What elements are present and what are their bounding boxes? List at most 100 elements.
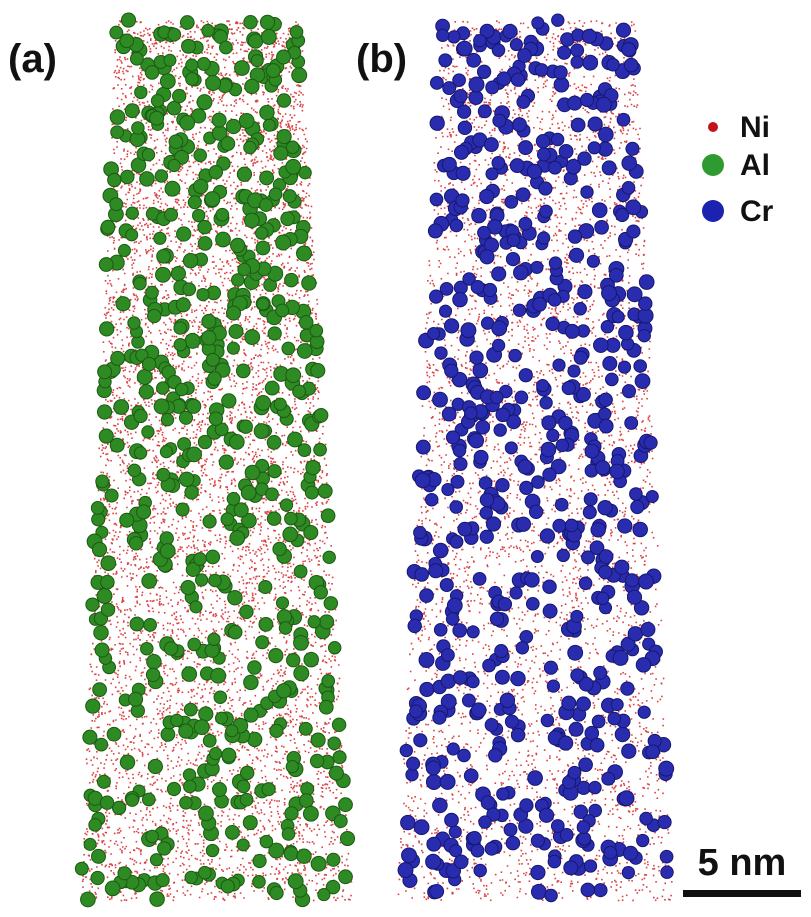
solute-atom	[442, 81, 457, 96]
solute-atom	[145, 667, 161, 683]
solute-atom	[287, 873, 304, 890]
solute-atom	[190, 108, 207, 124]
solute-atom	[135, 348, 149, 362]
solute-atom	[185, 58, 199, 72]
solute-atom	[447, 30, 461, 44]
solute-atom	[252, 853, 267, 869]
solute-atom	[180, 579, 196, 596]
solute-atom	[193, 178, 209, 195]
solute-atom	[282, 189, 297, 204]
panel-b-atoms	[397, 13, 675, 903]
solute-atom	[598, 407, 612, 421]
solute-atom	[434, 346, 448, 360]
solute-atom	[273, 145, 289, 161]
solute-atom	[253, 423, 270, 440]
solute-atom	[100, 555, 117, 572]
solute-atom	[236, 838, 250, 852]
solute-atom	[428, 289, 444, 304]
solute-atom	[321, 674, 336, 688]
solute-atom	[621, 155, 637, 171]
solute-atom	[609, 463, 625, 480]
solute-atom	[517, 48, 532, 63]
solute-atom	[247, 33, 264, 49]
solute-atom	[479, 249, 495, 265]
solute-atom	[235, 363, 251, 379]
solute-atom	[175, 502, 190, 517]
solute-atom	[491, 156, 506, 170]
panel-a-atoms	[74, 12, 356, 908]
solute-atom	[163, 53, 177, 67]
solute-atom	[530, 833, 545, 848]
solute-atom	[479, 529, 494, 544]
solute-atom	[154, 169, 169, 183]
solute-atom	[584, 725, 600, 741]
solute-atom	[555, 438, 570, 453]
solute-atom	[463, 768, 479, 784]
solute-atom	[99, 321, 115, 337]
solute-atom	[287, 431, 303, 448]
solute-atom	[620, 681, 635, 696]
solute-atom	[109, 25, 124, 40]
solute-atom	[127, 463, 142, 478]
solute-atom	[491, 266, 507, 282]
solute-atom	[242, 815, 258, 831]
solute-atom	[125, 206, 139, 220]
solute-atom	[446, 742, 460, 756]
solute-atom	[74, 861, 89, 876]
solute-atom	[479, 23, 495, 39]
solute-atom	[338, 869, 353, 885]
solute-atom	[225, 825, 240, 840]
solute-atom	[225, 118, 242, 135]
solute-atom	[318, 699, 334, 715]
solute-atom	[588, 803, 603, 818]
solute-atom	[550, 819, 565, 833]
solute-atom	[570, 43, 585, 58]
solute-atom	[164, 207, 179, 222]
solute-atom	[608, 267, 624, 283]
solute-atom	[607, 711, 622, 726]
solute-atom	[413, 819, 430, 836]
solute-atom	[141, 792, 156, 807]
solute-atom	[531, 475, 545, 489]
solute-atom	[580, 882, 596, 898]
solute-atom	[601, 771, 616, 786]
solute-atom	[98, 428, 114, 444]
solute-atom	[418, 652, 435, 668]
solute-atom	[449, 218, 464, 233]
solute-atom	[621, 181, 636, 195]
solute-atom	[141, 425, 155, 439]
solute-atom	[327, 640, 342, 655]
solute-atom	[414, 567, 430, 582]
solute-atom	[239, 792, 254, 807]
solute-atom	[473, 449, 489, 465]
solute-atom	[313, 407, 329, 423]
solute-atom	[144, 65, 160, 80]
solute-atom	[128, 536, 144, 551]
solute-atom	[205, 75, 222, 91]
solute-atom	[584, 443, 600, 459]
solute-atom	[183, 779, 197, 794]
solute-atom	[110, 125, 124, 140]
solute-atom	[553, 76, 570, 93]
solute-atom	[285, 367, 302, 384]
solute-atom	[478, 815, 492, 829]
solute-atom	[543, 660, 558, 675]
solute-atom	[452, 73, 466, 88]
solute-atom	[173, 337, 188, 352]
solute-atom	[630, 499, 645, 515]
solute-atom	[170, 265, 187, 282]
solute-atom	[603, 845, 618, 860]
solute-atom	[215, 231, 231, 248]
solute-atom	[400, 814, 416, 831]
solute-atom	[261, 782, 276, 797]
solute-atom	[83, 837, 97, 851]
solute-atom	[293, 564, 308, 579]
solute-atom	[567, 364, 581, 378]
legend-swatch	[708, 122, 718, 132]
solute-atom	[453, 456, 468, 472]
solute-atom	[532, 297, 547, 312]
solute-atom	[131, 121, 145, 135]
solute-atom	[445, 430, 461, 445]
solute-atom	[537, 231, 551, 245]
